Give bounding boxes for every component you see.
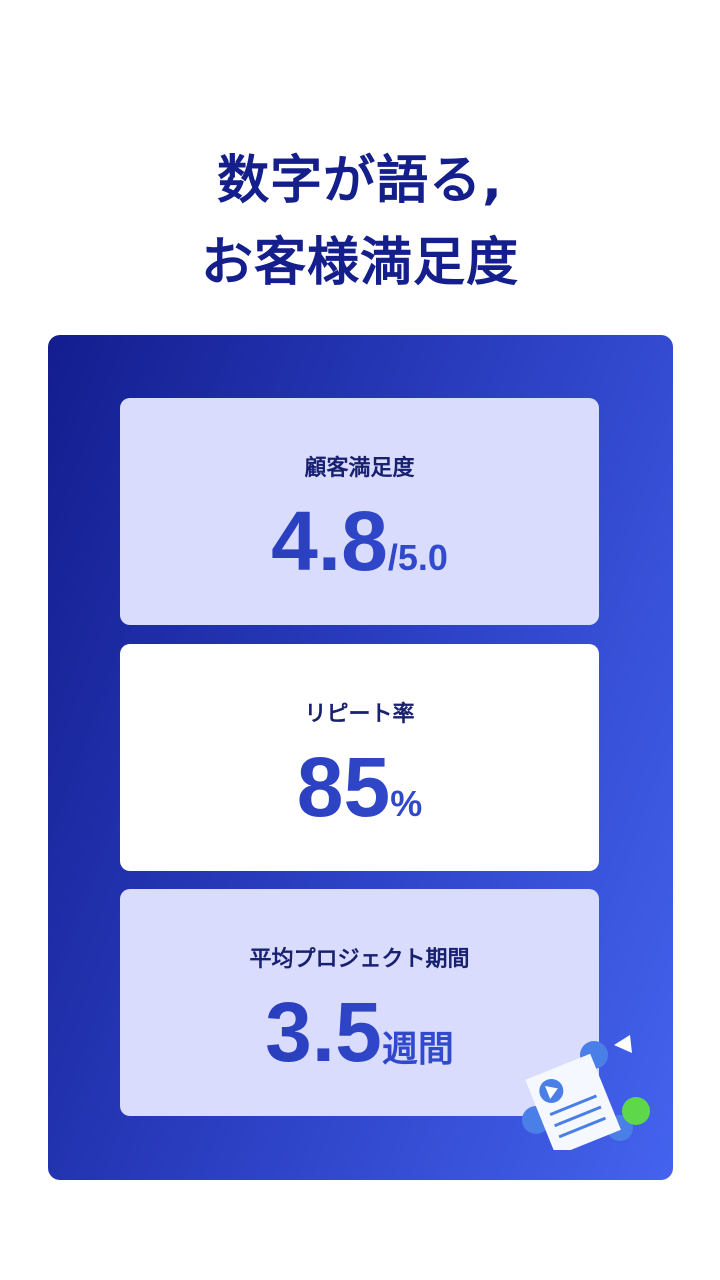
stat-unit: 週間 — [381, 1028, 454, 1069]
page-title: 数字が語る, お客様満足度 — [0, 140, 720, 304]
title-line-2: お客様満足度 — [200, 233, 519, 293]
stat-label: 顧客満足度 — [304, 456, 415, 481]
title-line-1: 数字が語る, — [217, 151, 503, 211]
document-video-illustration-icon — [522, 1035, 650, 1150]
stat-unit: % — [390, 783, 423, 824]
stat-card-satisfaction: 顧客満足度 4.8/5.0 — [120, 398, 599, 625]
stat-card-repeat-rate: リピート率 85% — [120, 644, 599, 871]
stat-number: 3.5 — [265, 985, 382, 1079]
stat-label: リピート率 — [304, 702, 415, 727]
stats-panel: 顧客満足度 4.8/5.0 リピート率 85% 平均プロジェクト期間 3.5週間 — [48, 335, 673, 1180]
stat-unit: /5.0 — [387, 537, 448, 578]
stat-value: 85% — [120, 742, 599, 849]
stat-label: 平均プロジェクト期間 — [249, 947, 470, 972]
stat-value: 4.8/5.0 — [120, 496, 599, 603]
stat-number: 85 — [296, 740, 391, 834]
stat-card-project-duration: 平均プロジェクト期間 3.5週間 — [120, 889, 599, 1116]
stat-number: 4.8 — [271, 494, 388, 588]
